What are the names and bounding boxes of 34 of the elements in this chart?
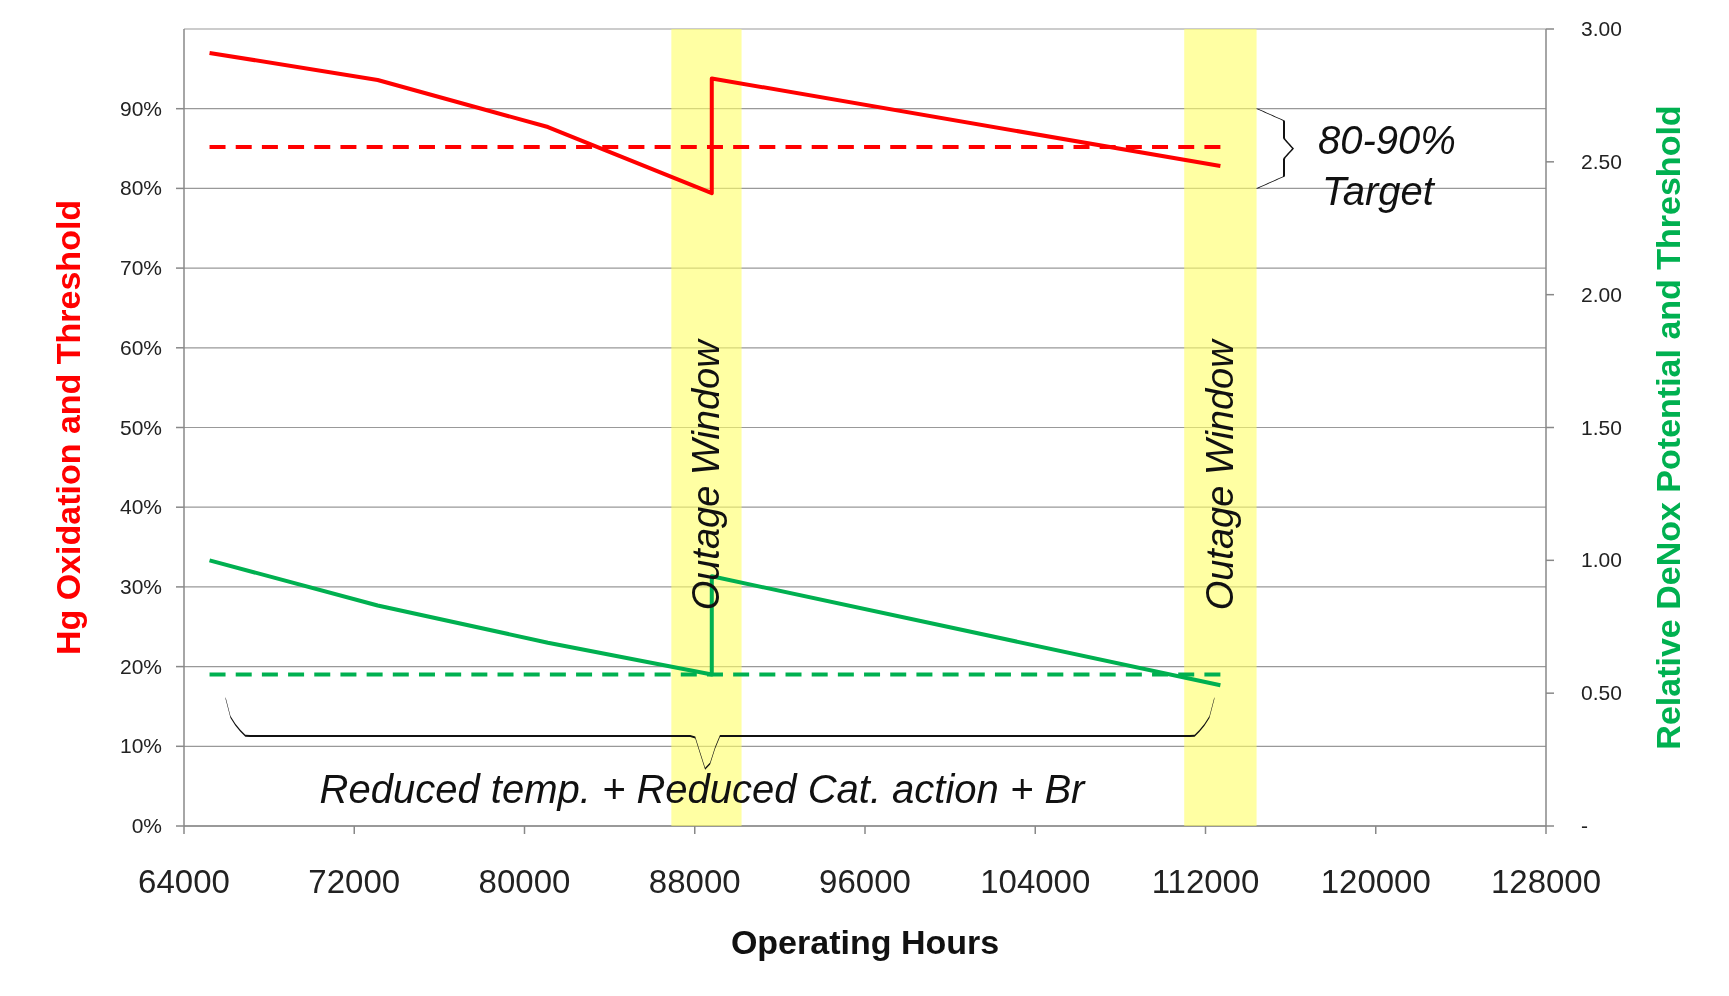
y2-tick-label: 1.50	[1581, 415, 1622, 439]
x-tick-label: 96000	[819, 863, 911, 900]
x-tick-label: 72000	[308, 863, 401, 900]
y2-tick-label: 2.50	[1581, 149, 1622, 173]
y-tick-label: 50%	[119, 415, 162, 439]
y-tick-label: 0%	[131, 814, 162, 837]
x-tick-label: 104000	[980, 863, 1091, 900]
y-tick-label: 70%	[119, 256, 162, 280]
y2-tick-label: 0.50	[1581, 681, 1622, 705]
band-label: Outage Window	[685, 337, 728, 611]
y-tick-label: 80%	[119, 176, 162, 200]
x-tick-label: 120000	[1320, 863, 1431, 900]
x-tick-label: 88000	[648, 863, 741, 900]
x-tick-label: 128000	[1490, 863, 1602, 900]
y-tick-label: 30%	[119, 574, 162, 598]
y2-tick-label: -	[1581, 814, 1588, 837]
line-series	[207, 50, 1223, 196]
y-tick-label: 20%	[119, 654, 162, 678]
band-label: Outage Window	[1199, 337, 1242, 611]
y2-axis-title: Relative DeNox Potential and Threshold	[1649, 105, 1687, 750]
annotation: 80-90% Target	[1318, 118, 1456, 213]
x-axis-title: Operating Hours	[730, 923, 1000, 961]
y-axis-title: Hg Oxidation and Threshold	[49, 199, 87, 656]
y-tick-label: 40%	[119, 495, 162, 519]
y-tick-label: 60%	[119, 335, 162, 359]
x-tick-label: 64000	[138, 863, 230, 900]
annotation: Reduced temp. + Reduced Cat. action + Br	[319, 767, 1087, 811]
y2-tick-label: 1.00	[1581, 548, 1622, 572]
y-tick-label: 90%	[119, 96, 162, 120]
y2-tick-label: 3.00	[1581, 17, 1622, 40]
y-tick-label: 10%	[119, 734, 162, 758]
y2-tick-label: 2.00	[1581, 282, 1622, 306]
x-tick-label: 112000	[1151, 863, 1260, 900]
x-tick-label: 80000	[478, 863, 571, 900]
